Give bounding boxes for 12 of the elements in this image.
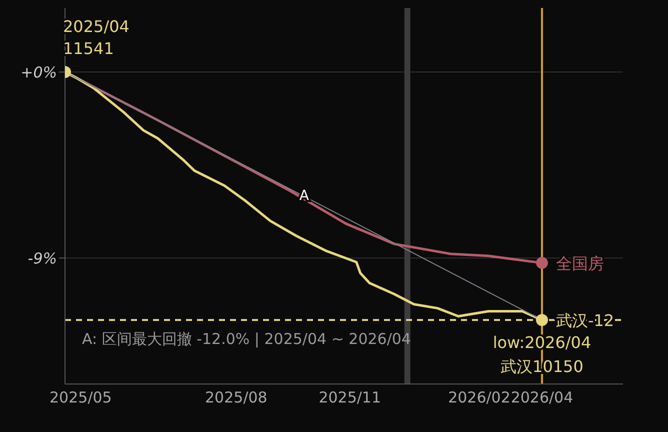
annotation: 11541 [63, 39, 114, 58]
point [536, 256, 548, 269]
x-tick-label: 2025/05 [50, 388, 112, 407]
x-tick-label: 2025/11 [318, 388, 382, 407]
x-tick-label: 2026/04 [510, 388, 574, 407]
x-tick-label: 2026/02 [448, 388, 510, 407]
y-tick-label: -9% [28, 249, 57, 268]
annotation: 2025/04 [63, 17, 130, 36]
x-tick-label: 2025/08 [205, 388, 268, 407]
y-tick-label: +0% [20, 63, 57, 82]
series-label: 全国房 [556, 254, 604, 273]
annotation: A: 区间最大回撤 -12.0% | 2025/04 ~ 2026/04 [82, 330, 411, 349]
